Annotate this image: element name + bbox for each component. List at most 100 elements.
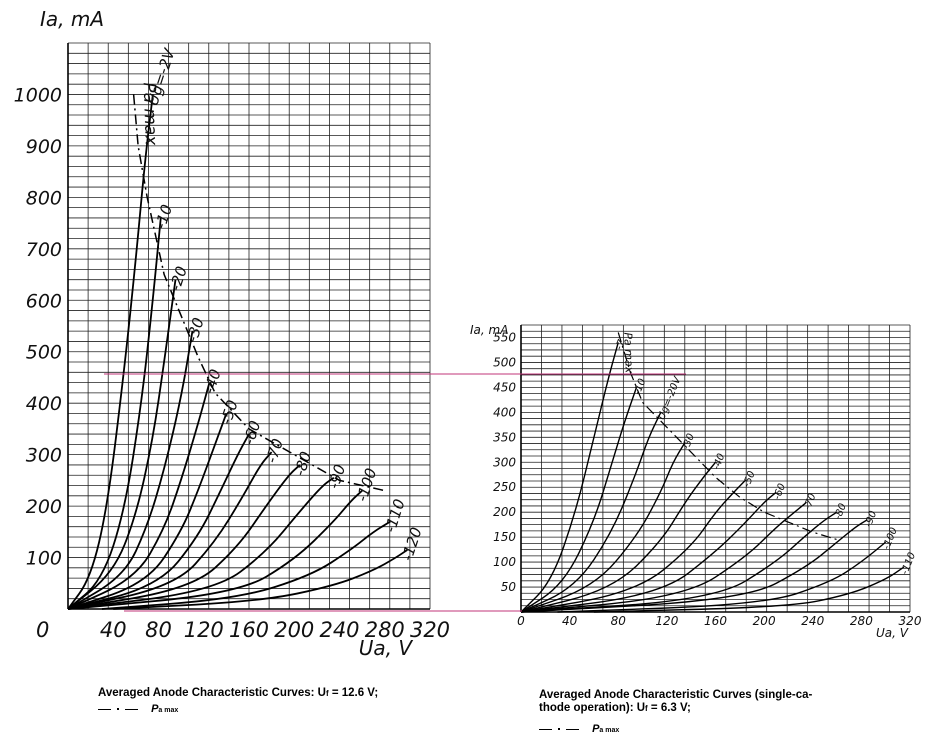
left-x-tick-label: 160: [229, 618, 269, 642]
left-legend: Pa max: [98, 703, 178, 715]
left-x-tick-label: 240: [319, 618, 359, 642]
left-caption-subscript: f: [325, 689, 329, 698]
right-y-tick-label: 500: [493, 355, 516, 369]
right-x-axis-title: Ua, V: [876, 626, 909, 640]
right-curve-label: -60: [772, 482, 788, 501]
right-y-tick-label: 150: [493, 530, 516, 544]
right-curve: [557, 541, 887, 613]
right-y-tick-label: 450: [493, 380, 516, 394]
right-y-tick-label: 100: [493, 555, 516, 569]
right-y-tick-label: 400: [493, 405, 516, 419]
left-y-tick-label: 100: [26, 548, 62, 570]
left-x-tick-label: 320: [410, 618, 450, 642]
left-curve: [67, 433, 250, 610]
right-chart-caption: Averaged Anode Characteristic Curves (si…: [539, 689, 812, 715]
left-curve: [67, 279, 177, 610]
right-x-tick-label: 240: [801, 614, 824, 628]
left-x-tick-label: 40: [100, 618, 127, 642]
right-curve: [520, 501, 808, 613]
right-curve: [520, 491, 777, 613]
right-curve: [520, 518, 868, 613]
right-x-tick-label: 160: [704, 614, 727, 628]
left-legend-symbol: P: [151, 703, 159, 715]
left-x-axis-title: Ua, V: [359, 636, 414, 660]
legend-dash-icon: [125, 708, 138, 710]
right-x-tick-label: 200: [753, 614, 776, 628]
legend-dash-icon: [566, 728, 579, 730]
right-x-tick-label: 0: [517, 614, 525, 628]
left-x-tick-label: 0: [36, 618, 49, 642]
left-y-tick-label: 1000: [14, 84, 62, 106]
right-legend-subscript: a max: [599, 727, 620, 734]
left-caption-text: Averaged Anode Characteristic Curves: U: [98, 687, 326, 699]
left-chart-caption: Averaged Anode Characteristic Curves: Uf…: [98, 687, 378, 700]
right-curve: [520, 511, 838, 613]
legend-dash-icon: [539, 728, 552, 730]
right-curve: [520, 342, 619, 613]
left-legend-subscript: a max: [158, 707, 179, 714]
left-curve: [67, 94, 154, 610]
right-curve-label: -70: [802, 492, 818, 511]
right-x-tick-label: 320: [899, 614, 922, 628]
right-curve: [520, 441, 686, 613]
left-curve-label: -110: [381, 497, 409, 535]
right-curve: [520, 461, 717, 613]
right-pmax-label: Pa max: [621, 332, 635, 374]
legend-dash-icon: [98, 708, 111, 710]
right-curve-label: -110: [900, 551, 919, 576]
left-y-tick-label: 200: [26, 496, 62, 518]
left-y-tick-label: 400: [26, 393, 62, 415]
left-y-tick-label: 900: [26, 136, 62, 158]
right-y-tick-label: 200: [493, 505, 516, 519]
right-caption-line2-tail: = 6.3 V;: [647, 702, 691, 714]
right-pmax-curve: [617, 332, 838, 541]
left-y-tick-label: 500: [26, 342, 62, 364]
left-curve: [67, 382, 211, 610]
left-curve: [67, 451, 273, 610]
left-curve: [101, 520, 391, 610]
left-y-tick-label: 800: [26, 187, 62, 209]
right-curve-label: -7: [614, 338, 628, 352]
left-y-tick-label: 600: [26, 290, 62, 312]
left-curve: [67, 464, 301, 610]
right-y-tick-label: 50: [501, 580, 517, 594]
right-caption-subscript: f: [645, 704, 648, 713]
left-curve: [67, 489, 363, 610]
right-y-tick-label: 300: [493, 455, 516, 469]
right-legend-symbol: P: [592, 723, 600, 735]
left-curve-label: -90: [325, 462, 350, 491]
right-y-tick-label: 250: [493, 480, 516, 494]
left-y-tick-label: 300: [26, 445, 62, 467]
left-curve-label: -70: [262, 436, 287, 465]
right-curve: [520, 479, 747, 613]
right-curve: [520, 412, 662, 613]
right-curve: [593, 566, 905, 613]
left-caption-tail: = 12.6 V;: [328, 687, 379, 699]
left-pmax-label: Pa max: [139, 82, 161, 147]
right-caption-line2-text: thode operation): U: [539, 702, 646, 714]
left-curve: [67, 477, 335, 610]
left-curve-label: -20: [166, 264, 191, 293]
right-curve-label: -50: [741, 470, 757, 489]
left-curve: [67, 413, 228, 610]
left-x-tick-label: 200: [274, 618, 314, 642]
right-curve-label: -100: [881, 526, 900, 551]
right-y-tick-label: 350: [493, 430, 516, 444]
left-x-tick-label: 120: [184, 618, 224, 642]
right-y-axis-title: Ia, mA: [470, 323, 508, 337]
right-x-tick-label: 120: [655, 614, 678, 628]
right-x-tick-label: 80: [611, 614, 627, 628]
right-caption-line1: Averaged Anode Characteristic Curves (si…: [539, 689, 813, 701]
left-curve-label: -40: [200, 367, 225, 396]
left-curve: [67, 330, 194, 610]
right-legend: Pa max: [539, 723, 619, 735]
left-y-axis-title: Ia, mA: [40, 7, 104, 31]
right-y-tick-label: 550: [493, 330, 516, 344]
left-curve-label: -50: [217, 398, 242, 427]
left-x-tick-label: 80: [145, 618, 172, 642]
right-x-tick-label: 280: [850, 614, 873, 628]
legend-dot-icon: [558, 728, 560, 731]
left-curve-label: -10: [151, 202, 176, 231]
legend-dot-icon: [117, 708, 119, 711]
